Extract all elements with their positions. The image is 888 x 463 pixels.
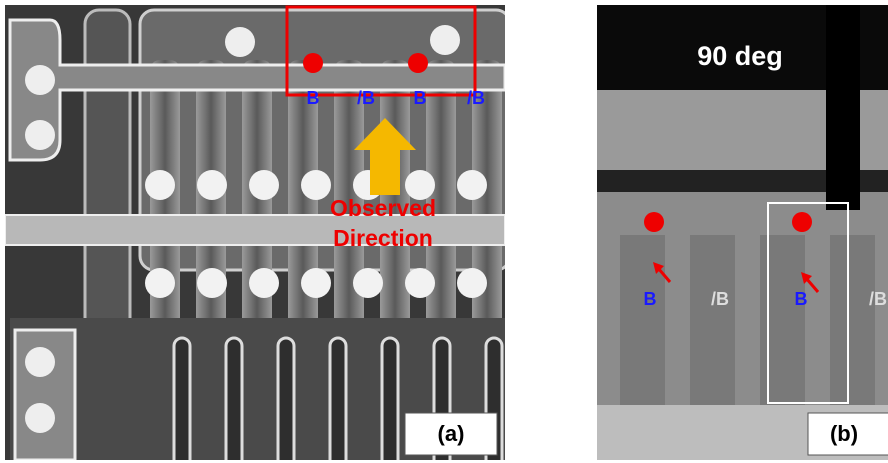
contact xyxy=(25,120,55,150)
contact xyxy=(353,268,383,298)
contact xyxy=(405,268,435,298)
bitline-label: B xyxy=(307,88,320,108)
marker-dot xyxy=(792,212,812,232)
marker-dot xyxy=(644,212,664,232)
page: {"panel_a": {"labels": ["B", "/B", "B", … xyxy=(0,0,888,463)
contact xyxy=(301,268,331,298)
contact xyxy=(25,347,55,377)
bitline-label: /B xyxy=(467,88,485,108)
tooth xyxy=(226,338,242,463)
annotation: Direction xyxy=(333,225,433,251)
contact xyxy=(197,170,227,200)
tooth xyxy=(382,338,398,463)
caption: (a) xyxy=(438,421,465,446)
column xyxy=(760,235,805,405)
contact xyxy=(457,170,487,200)
column xyxy=(620,235,665,405)
tooth xyxy=(174,338,190,463)
contact xyxy=(25,65,55,95)
contact xyxy=(249,170,279,200)
bitline-label: B xyxy=(644,289,657,309)
contact xyxy=(197,268,227,298)
contact xyxy=(301,170,331,200)
contact xyxy=(145,170,175,200)
contact xyxy=(430,25,460,55)
contact xyxy=(225,27,255,57)
figure: B/B B/B Observed Direction (a) B/B B/B 90 deg (… xyxy=(0,0,888,463)
contact xyxy=(457,268,487,298)
tooth xyxy=(278,338,294,463)
panel-a: B/B B/B Observed Direction (a) xyxy=(5,5,510,463)
bitline-label: /B xyxy=(357,88,375,108)
panel-b: B/B B/B 90 deg (b) xyxy=(597,5,888,460)
panel-title: 90 deg xyxy=(697,41,783,71)
marker-dot xyxy=(303,53,323,73)
column xyxy=(830,235,875,405)
bitline-label: /B xyxy=(711,289,729,309)
caption: (b) xyxy=(830,421,858,446)
contact xyxy=(145,268,175,298)
bitline-label: B xyxy=(414,88,427,108)
contact xyxy=(249,268,279,298)
column xyxy=(690,235,735,405)
contact xyxy=(25,403,55,433)
marker-dot xyxy=(408,53,428,73)
tooth xyxy=(330,338,346,463)
annotation: Observed xyxy=(330,195,436,221)
bitline-label: /B xyxy=(869,289,887,309)
bitline-label: B xyxy=(795,289,808,309)
slot xyxy=(826,5,860,210)
